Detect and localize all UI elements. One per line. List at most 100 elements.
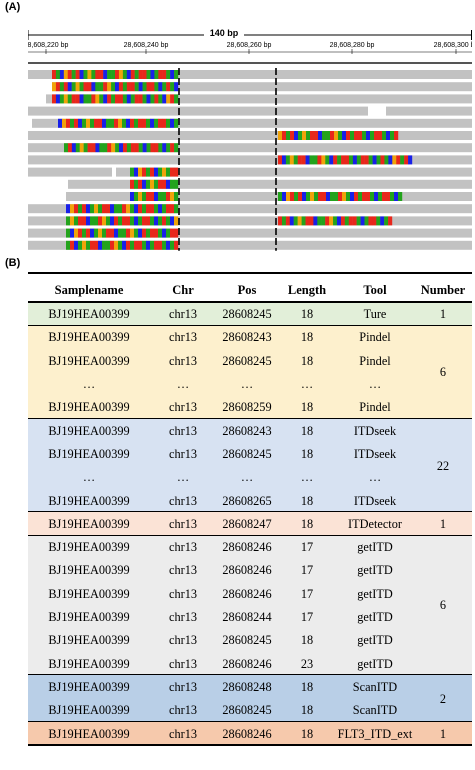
table-cell: chr13	[169, 610, 197, 625]
mismatch-base	[150, 118, 155, 128]
mismatch-base	[326, 131, 331, 140]
table-cell: 28608245	[222, 307, 272, 322]
mismatch-base	[71, 143, 76, 153]
mismatch-base	[74, 216, 79, 226]
mismatch-base	[95, 82, 100, 92]
table-cell: 18	[300, 400, 314, 415]
mismatch-base	[382, 131, 387, 140]
mismatch-base	[146, 70, 151, 79]
mismatch-base	[134, 70, 139, 79]
mismatch-base	[174, 240, 179, 250]
mismatch-base	[170, 228, 175, 238]
mismatch-base	[310, 131, 315, 140]
mismatch-base	[126, 240, 131, 250]
mismatch-base	[380, 216, 385, 226]
igv-read-alignment-view: 140 bp 28,608,220 bp 28,608,240 bp 28,608,…	[28, 14, 472, 255]
mismatch-base	[146, 216, 151, 226]
mismatch-base	[352, 155, 358, 165]
table-cell: 28608259	[222, 400, 272, 415]
mismatch-base	[91, 70, 96, 79]
mismatch-base	[146, 240, 151, 250]
mismatch-base	[134, 204, 139, 214]
mismatch-base	[314, 192, 319, 201]
mismatch-base	[384, 216, 389, 226]
mismatch-base	[166, 216, 171, 226]
mismatch-base	[146, 192, 151, 201]
group-number: 6	[439, 598, 447, 613]
mismatch-base	[313, 155, 318, 165]
table-cell: 28608246	[222, 586, 272, 601]
read-bar	[28, 143, 472, 153]
mismatch-base	[150, 216, 155, 226]
mismatch-base	[126, 143, 132, 153]
table-cell: BJ19HEA00399	[48, 540, 130, 555]
mismatch-base	[134, 216, 139, 226]
table-cell: Pindel	[359, 400, 391, 415]
table-cell: ScanITD	[352, 703, 398, 718]
mismatch-base	[336, 216, 342, 226]
table-cell: 18	[300, 726, 314, 741]
mismatch-base	[86, 240, 91, 250]
mismatch-base	[356, 155, 361, 165]
mismatch-base	[67, 70, 72, 79]
mismatch-base	[293, 155, 298, 165]
mismatch-base	[134, 82, 139, 92]
table-cell: BJ19HEA00399	[48, 726, 130, 741]
mismatch-base	[83, 82, 88, 92]
mismatch-base	[146, 94, 151, 104]
mismatch-base	[289, 155, 294, 165]
mismatch-base	[150, 179, 155, 189]
table-cell: 18	[300, 679, 314, 694]
table-cell: getITD	[357, 563, 393, 578]
mismatch-base	[111, 143, 116, 153]
mismatch-base	[55, 94, 61, 104]
mismatch-base	[115, 94, 120, 104]
mismatch-base	[380, 155, 385, 165]
table-cell: 28608245	[222, 446, 272, 461]
mismatch-base	[70, 240, 75, 250]
mismatch-base	[106, 240, 111, 250]
mismatch-base	[142, 228, 147, 238]
mismatch-base	[67, 94, 72, 104]
tool-group-band	[28, 675, 472, 722]
table-cell: BJ19HEA00399	[48, 493, 130, 508]
mismatch-base	[118, 82, 124, 92]
table-cell: 28608246	[222, 726, 272, 741]
ruler-tick-label: 28,608,260 bp	[227, 42, 272, 49]
mismatch-base	[138, 216, 143, 226]
mismatch-base	[52, 70, 57, 79]
group-number: 1	[439, 307, 447, 322]
mismatch-base	[404, 155, 409, 165]
mismatch-base	[301, 216, 306, 226]
mismatch-base	[102, 118, 107, 128]
mismatch-base	[337, 155, 342, 165]
mismatch-base	[376, 216, 381, 226]
table-cell: Pindel	[359, 353, 391, 368]
mismatch-base	[329, 216, 334, 226]
mismatch-base	[368, 155, 373, 165]
mismatch-base	[329, 155, 334, 165]
mismatch-base	[370, 131, 375, 140]
table-cell: 17	[300, 586, 314, 601]
mismatch-base	[67, 143, 73, 153]
mismatch-base	[370, 192, 375, 201]
table-cell: 18	[300, 330, 314, 345]
mismatch-base	[122, 240, 127, 250]
mismatch-base	[118, 118, 123, 128]
mismatch-base	[115, 70, 120, 79]
group-rule	[28, 720, 472, 723]
read-bar	[28, 82, 472, 92]
mismatch-base	[66, 240, 71, 250]
mismatch-base	[87, 94, 92, 104]
mismatch-base	[174, 167, 179, 177]
mismatch-base	[342, 192, 347, 201]
mismatch-base	[126, 216, 131, 226]
mismatch-base	[146, 118, 151, 128]
tool-group-band	[28, 512, 472, 536]
table-cell: …	[240, 377, 254, 392]
mismatch-base	[333, 155, 338, 165]
mismatch-base	[382, 192, 387, 201]
mismatch-base	[170, 192, 175, 201]
header-tool: Tool	[363, 283, 387, 297]
mismatch-base	[99, 143, 104, 153]
